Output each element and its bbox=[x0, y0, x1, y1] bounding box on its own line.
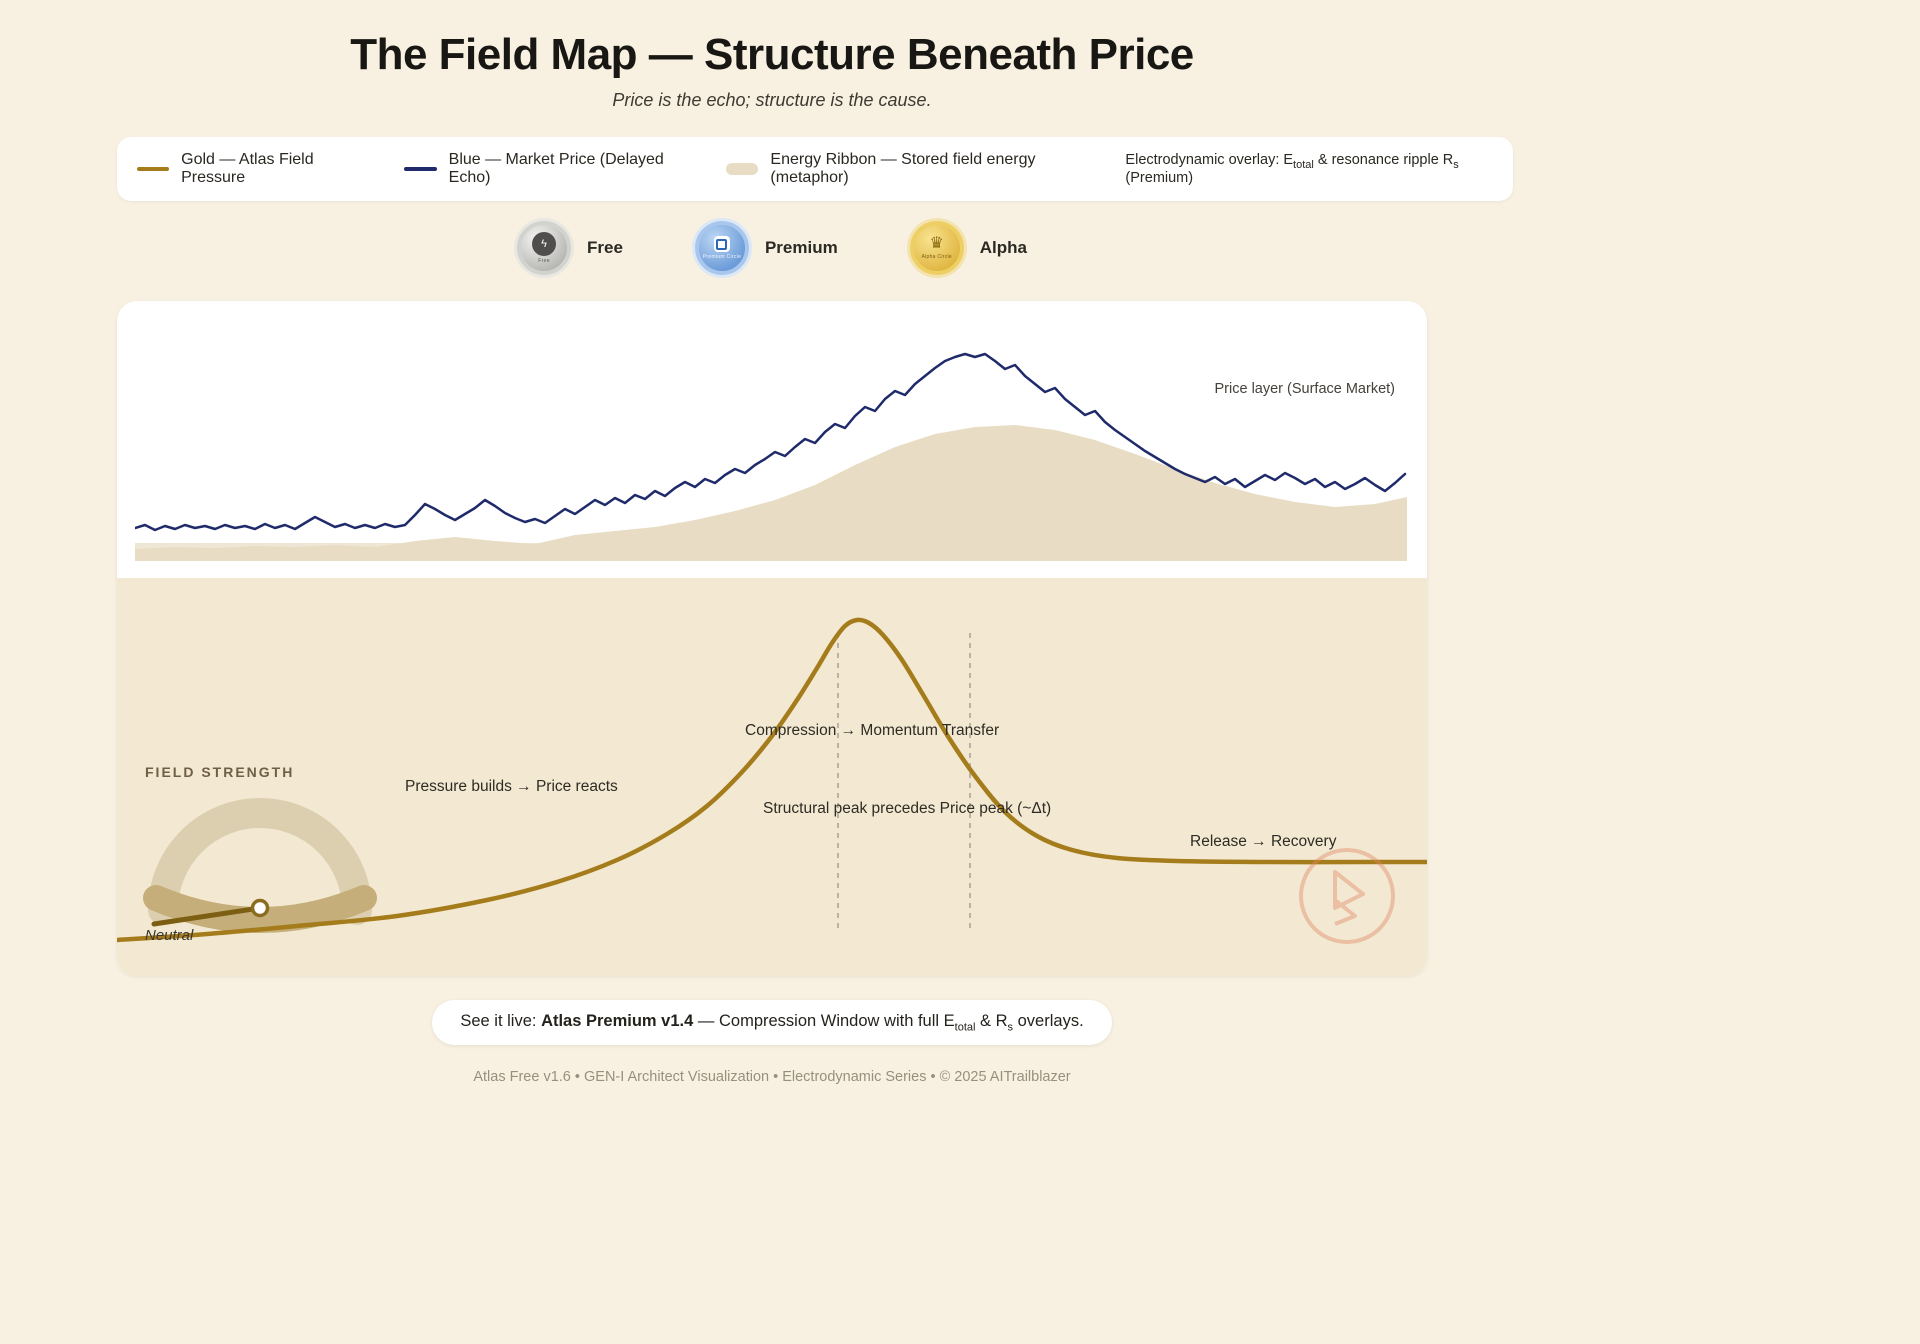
chart-card: Price layer (Surface Market) bbox=[117, 301, 1427, 976]
legend-item-ribbon: Energy Ribbon — Stored field energy (met… bbox=[726, 151, 1081, 187]
annotation: Structural peak precedes Price peak (~Δt… bbox=[763, 800, 1052, 817]
energy-ribbon-area bbox=[135, 425, 1407, 561]
legend-label: Blue — Market Price (Delayed Echo) bbox=[448, 151, 664, 186]
square-icon bbox=[713, 236, 730, 252]
badge-tiny-label: Alpha Circle bbox=[921, 254, 952, 260]
annotation: Pressure builds → Price reacts bbox=[405, 778, 618, 795]
tier-alpha-label: Alpha bbox=[979, 238, 1027, 257]
annotation: Release → Recovery bbox=[1190, 833, 1337, 850]
annotation: Compression → Momentum Transfer bbox=[745, 722, 1000, 739]
legend-item-blue: Blue — Market Price (Delayed Echo) bbox=[404, 151, 682, 187]
alpha-badge-icon: ♛ Alpha Circle bbox=[909, 221, 964, 275]
gauge-band-icon bbox=[143, 885, 377, 933]
page-subtitle: Price is the echo; structure is the caus… bbox=[612, 90, 932, 110]
tier-premium: Premium Circle Premium bbox=[694, 221, 838, 275]
badge-tiny-label: Free bbox=[538, 258, 550, 264]
premium-badge-icon: Premium Circle bbox=[694, 221, 749, 275]
field-structure-panel: FIELD STRENGTH Pressure builds → Price re… bbox=[117, 578, 1427, 976]
annotation: Neutral bbox=[145, 927, 194, 944]
price-line bbox=[135, 352, 1407, 532]
tier-free-label: Free bbox=[587, 238, 623, 257]
electrodynamic-overlay-note: Electrodynamic overlay: Etotal & resonan… bbox=[1125, 151, 1459, 187]
page-title: The Field Map — Structure Beneath Price bbox=[350, 30, 1194, 79]
bolt-icon: ϟ bbox=[532, 232, 557, 256]
gauge-knob-icon bbox=[250, 898, 270, 918]
annotation: FIELD STRENGTH bbox=[145, 764, 295, 780]
watermark-logo-icon bbox=[1299, 848, 1395, 944]
price-layer-label: Price layer (Surface Market) bbox=[1214, 381, 1396, 397]
legend-card: Gold — Atlas Field Pressure Blue — Marke… bbox=[117, 137, 1513, 201]
tier-badges-row: ϟ Free Free Premium Circle Premium ♛ Alp… bbox=[0, 221, 1544, 275]
tier-premium-label: Premium bbox=[764, 238, 838, 257]
blue-line-swatch-icon bbox=[404, 167, 437, 171]
free-badge-icon: ϟ Free bbox=[517, 221, 572, 275]
legend-label: Gold — Atlas Field Pressure bbox=[181, 151, 314, 186]
field-strength-gauge bbox=[143, 798, 377, 933]
price-chart bbox=[135, 352, 1407, 561]
price-layer-panel: Price layer (Surface Market) bbox=[117, 301, 1427, 578]
ribbon-swatch-icon bbox=[726, 163, 759, 175]
page: The Field Map — Structure Beneath Price … bbox=[0, 30, 1544, 1085]
crown-icon: ♛ bbox=[929, 235, 944, 252]
legend-label: Energy Ribbon — Stored field energy (met… bbox=[770, 151, 1036, 186]
gauge-arch-icon bbox=[148, 798, 372, 925]
gauge-needle-icon bbox=[151, 905, 263, 927]
tier-free: ϟ Free Free bbox=[517, 221, 623, 275]
field-structure-chart bbox=[117, 617, 1427, 944]
gold-line-swatch-icon bbox=[137, 167, 170, 171]
footer-text: Atlas Free v1.6 • GEN-I Architect Visual… bbox=[473, 1069, 1071, 1086]
tier-alpha: ♛ Alpha Circle Alpha bbox=[909, 221, 1027, 275]
badge-tiny-label: Premium Circle bbox=[702, 254, 742, 260]
legend-item-gold: Gold — Atlas Field Pressure bbox=[137, 151, 360, 187]
field-pressure-curve bbox=[117, 617, 1427, 943]
see-it-live-cta[interactable]: See it live: Atlas Premium v1.4 — Compre… bbox=[432, 1000, 1112, 1046]
